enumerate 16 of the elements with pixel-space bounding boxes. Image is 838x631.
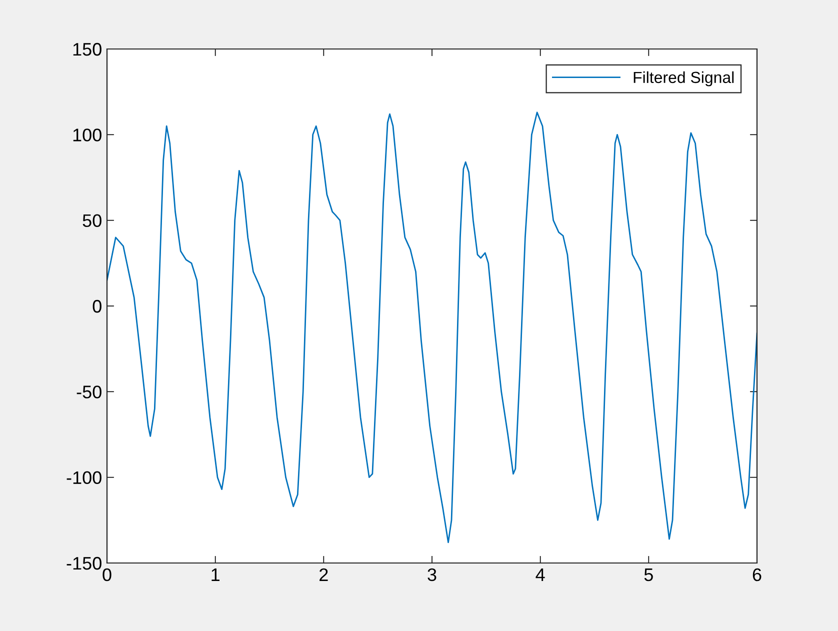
y-tick-label: 0	[92, 300, 102, 313]
x-tick-label: 4	[536, 568, 545, 581]
legend-label: Filtered Signal	[634, 71, 734, 86]
x-tick-label: 1	[212, 568, 220, 581]
y-tick-label: -150	[66, 556, 102, 570]
x-tick-label: 6	[752, 568, 762, 582]
y-tick-label: 50	[82, 214, 102, 228]
x-tick-label: 0	[102, 568, 112, 582]
y-tick-label: 100	[73, 128, 102, 142]
x-tick-label: 5	[644, 568, 653, 582]
x-tick-label: 2	[320, 568, 328, 581]
y-tick-label: -50	[76, 386, 102, 398]
y-tick-label: -100	[66, 471, 102, 484]
line-series	[107, 112, 757, 544]
x-tick-label: 3	[428, 568, 436, 582]
y-tick-label: 150	[73, 42, 102, 56]
